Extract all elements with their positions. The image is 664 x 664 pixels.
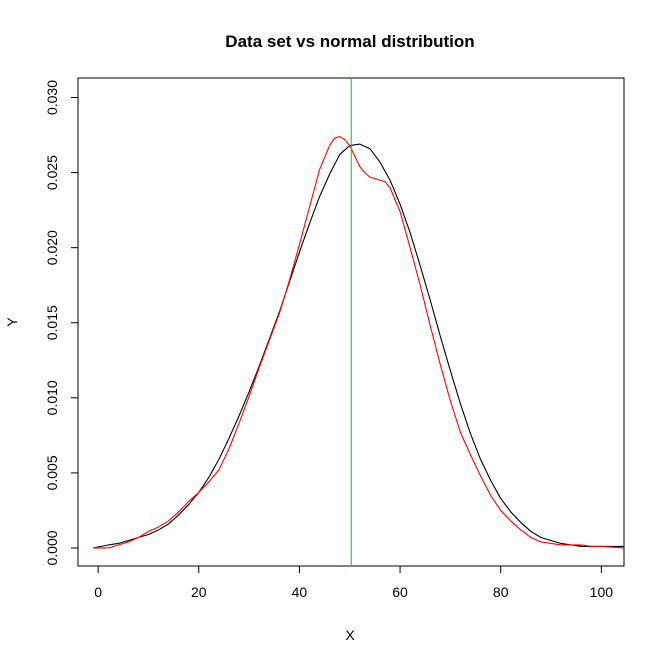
y-tick-label: 0.000 — [44, 530, 60, 565]
x-tick-label: 80 — [493, 584, 509, 600]
normal-curve-line — [92, 143, 624, 549]
x-axis: 0 20 40 60 80 100 — [94, 565, 614, 600]
y-tick-label: 0.015 — [44, 305, 60, 340]
x-tick-label: 100 — [590, 584, 614, 600]
x-tick-label: 60 — [392, 584, 408, 600]
y-tick-label: 0.020 — [44, 230, 60, 265]
chart-title: Data set vs normal distribution — [225, 32, 474, 51]
density-curve-line — [93, 136, 625, 549]
x-tick-label: 0 — [94, 584, 102, 600]
x-axis-label: X — [345, 627, 355, 643]
y-tick-label: 0.010 — [44, 380, 60, 415]
x-tick-label: 20 — [191, 584, 207, 600]
y-tick-label: 0.025 — [44, 155, 60, 190]
series-layer — [92, 136, 625, 549]
y-axis-label: Y — [4, 317, 20, 327]
y-axis: 0.000 0.005 0.010 0.015 0.020 0.025 0.030 — [44, 80, 79, 566]
y-tick-label: 0.030 — [44, 80, 60, 115]
x-tick-label: 40 — [292, 584, 308, 600]
y-tick-label: 0.005 — [44, 455, 60, 490]
